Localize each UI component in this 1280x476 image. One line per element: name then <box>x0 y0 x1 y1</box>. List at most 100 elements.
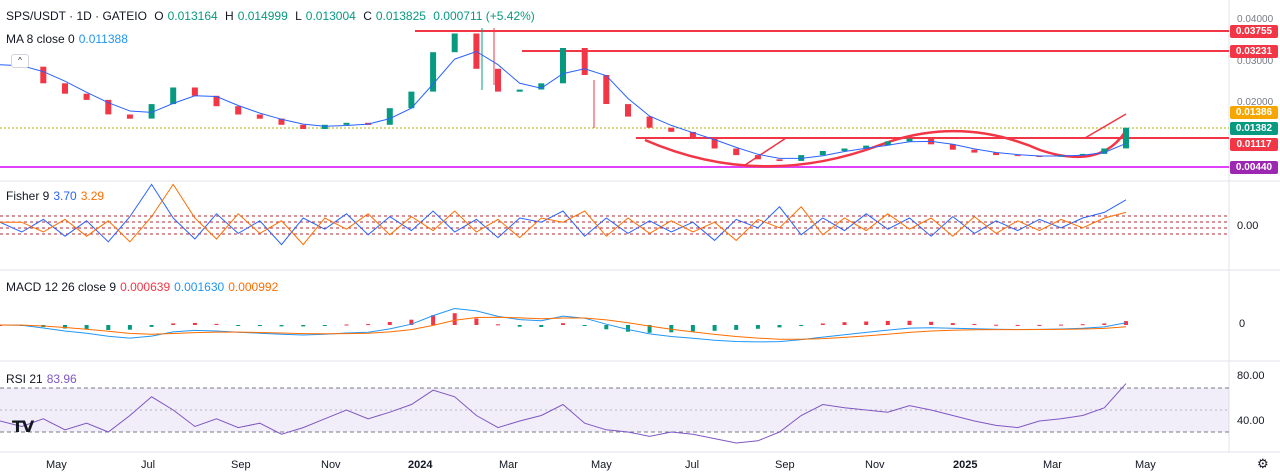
time-label: May <box>46 459 67 471</box>
price-candle <box>235 106 242 115</box>
price-candle <box>560 48 566 84</box>
macd-bar <box>669 325 674 333</box>
close-value: 0.013825 <box>375 9 426 23</box>
time-label: Sep <box>775 459 795 471</box>
macd-bar <box>885 320 890 325</box>
macd-bar <box>84 325 89 329</box>
fisher-zero-label: 0.00 <box>1237 220 1259 232</box>
price-candle <box>581 48 588 75</box>
macd-bar <box>582 325 587 326</box>
price-candle <box>971 149 978 153</box>
gear-icon[interactable]: ⚙ <box>1257 456 1269 471</box>
macd-histogram <box>0 313 1128 333</box>
price-tag: 0.03231 <box>1230 45 1278 58</box>
time-label: May <box>591 459 612 471</box>
price-candle <box>343 122 350 125</box>
time-label: Mar <box>1043 459 1062 471</box>
price-candle <box>321 124 328 129</box>
macd-bar <box>517 325 522 327</box>
rsi-legend[interactable]: RSI 21 83.96 <box>6 372 77 386</box>
macd-bar <box>431 315 436 325</box>
price-candle <box>625 104 631 117</box>
macd-bar <box>712 325 717 331</box>
macd-bar <box>777 325 782 328</box>
open-value: 0.013164 <box>167 9 218 23</box>
price-candle <box>105 99 112 115</box>
macd-bar <box>907 320 912 325</box>
price-tag: 0.03755 <box>1230 25 1278 38</box>
change-value: 0.000711 (+5.42%) <box>433 9 535 23</box>
tradingview-logo[interactable]: TV <box>12 417 34 436</box>
ma-legend[interactable]: MA 8 close 0 0.011388 <box>6 32 128 46</box>
macd-signal-line <box>0 316 1127 340</box>
macd-bar <box>1102 323 1107 325</box>
price-candle <box>300 124 307 129</box>
price-candle <box>1014 155 1021 157</box>
macd-bar <box>63 325 67 329</box>
price-candle <box>949 144 956 150</box>
macd-bar <box>214 323 219 325</box>
macd-bar <box>409 319 414 325</box>
price-candle <box>841 148 848 151</box>
price-candle <box>863 145 870 149</box>
price-candle <box>170 87 177 105</box>
price-candle <box>516 89 523 92</box>
price-candle <box>40 66 47 84</box>
macd-zero-label: 0 <box>1239 318 1246 330</box>
macd-bar <box>1037 324 1042 326</box>
price-tag: 0.00440 <box>1230 161 1278 174</box>
time-label: May <box>1135 459 1156 471</box>
price-candle <box>603 75 610 104</box>
macd-legend[interactable]: MACD 12 26 close 9 0.000639 0.001630 0.0009… <box>6 280 279 294</box>
macd-bar <box>864 321 869 325</box>
price-tag: 0.01117 <box>1230 138 1278 151</box>
price-tag: 0.01382 <box>1230 122 1278 135</box>
price-candle <box>408 91 415 109</box>
price-candle <box>733 148 740 156</box>
price-candle <box>668 127 675 132</box>
price-candle <box>993 152 1000 156</box>
price-candle <box>430 52 437 92</box>
macd-bar <box>257 325 262 326</box>
macd-bar <box>322 325 327 326</box>
macd-bar <box>171 323 176 325</box>
trend-segment-2[interactable] <box>1084 113 1127 139</box>
macd-line <box>0 307 1127 343</box>
macd-bar <box>366 324 371 326</box>
price-candle <box>689 131 696 139</box>
trend-segment-1[interactable] <box>744 137 787 166</box>
time-label: Nov <box>321 459 341 471</box>
time-label: 2024 <box>408 459 433 471</box>
rsi-band <box>0 388 1229 432</box>
price-candle <box>1101 148 1108 154</box>
low-value: 0.013004 <box>305 9 356 23</box>
macd-bar <box>561 323 565 325</box>
macd-bar <box>387 322 392 325</box>
price-candle <box>538 83 545 90</box>
price-candle <box>386 108 393 125</box>
price-candle <box>906 138 913 142</box>
scale-label: 0.04000 <box>1237 14 1274 25</box>
chart-header: SPS/USDT · 1D · GATEIO O 0.013164 H 0.0149… <box>6 9 535 23</box>
price-candle <box>62 83 68 94</box>
scale-label: 0.03000 <box>1237 56 1274 67</box>
macd-bar <box>496 324 500 326</box>
macd-bar <box>929 321 934 325</box>
cup-pattern[interactable] <box>644 129 1127 168</box>
price-candle <box>191 87 198 96</box>
macd-bar <box>950 323 955 325</box>
fisher-legend[interactable]: Fisher 9 3.70 3.29 <box>6 189 105 203</box>
macd-bar <box>279 325 284 327</box>
collapse-legend-button[interactable]: ^ <box>11 54 29 68</box>
fisher-line <box>0 183 1127 246</box>
macd-bar <box>820 323 825 325</box>
macd-bar <box>994 324 999 326</box>
macd-bar <box>452 313 457 325</box>
macd-bar <box>301 325 306 327</box>
macd-bar <box>972 324 977 325</box>
price-candle <box>1079 153 1086 156</box>
time-label: Jul <box>141 459 156 471</box>
macd-bar <box>539 325 544 327</box>
symbol-title[interactable]: SPS/USDT · 1D · GATEIO <box>6 9 147 23</box>
